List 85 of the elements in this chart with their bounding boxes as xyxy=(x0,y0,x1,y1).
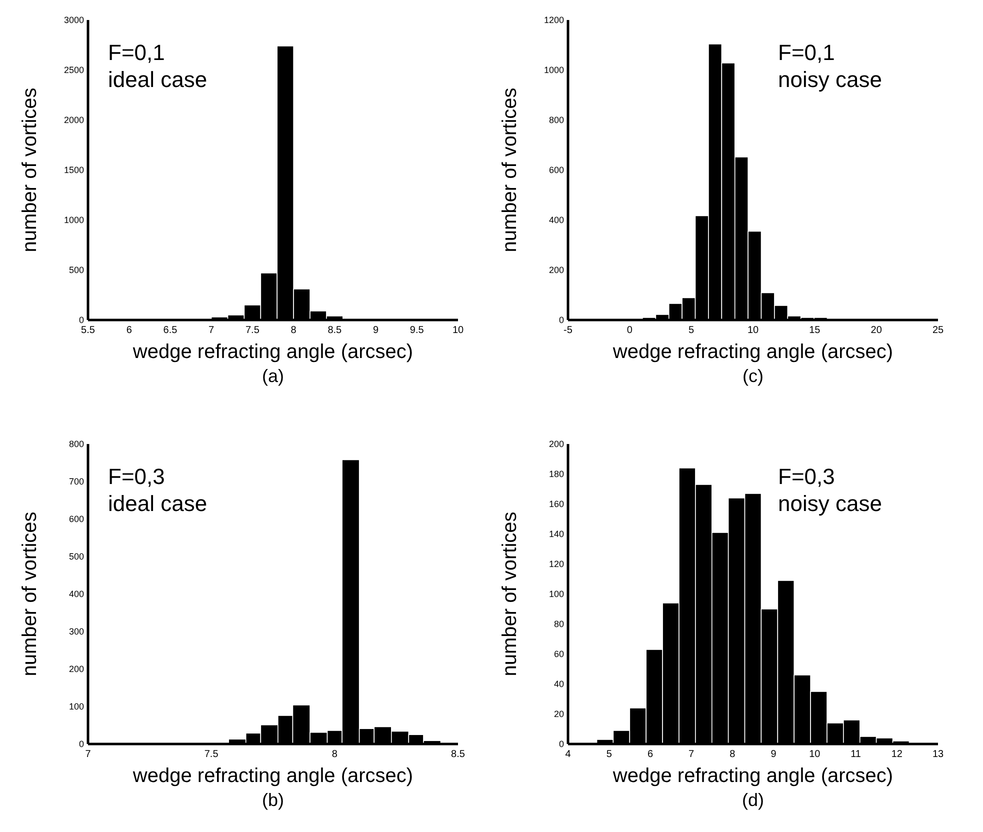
y-tick-label: 400 xyxy=(68,589,84,600)
annotation: F=0,1 xyxy=(778,40,835,65)
y-tick-label: 200 xyxy=(548,439,564,450)
y-tick-label: 2500 xyxy=(64,65,84,76)
y-tick-label: 0 xyxy=(558,315,564,326)
y-tick-label: 600 xyxy=(68,514,84,524)
x-tick-label: 10 xyxy=(809,749,821,760)
y-tick-label: 1200 xyxy=(544,15,564,26)
x-tick-label: 7 xyxy=(85,749,92,760)
x-tick-label: 20 xyxy=(870,325,882,336)
x-axis-title: wedge refracting angle (arcsec) xyxy=(612,765,894,787)
y-tick-label: 0 xyxy=(558,739,564,750)
x-tick-label: 10 xyxy=(452,325,464,336)
y-tick-label: 500 xyxy=(68,265,84,276)
x-tick-label: 13 xyxy=(932,749,944,760)
annotation: noisy case xyxy=(778,67,882,92)
x-tick-label: 6.5 xyxy=(163,325,178,336)
y-tick-label: 120 xyxy=(548,559,564,570)
x-tick-label: 8 xyxy=(290,325,297,336)
text: (a) xyxy=(262,366,284,386)
annotation: ideal case xyxy=(108,491,208,516)
x-tick-label: 9 xyxy=(372,325,379,336)
x-tick-label: 25 xyxy=(932,325,944,336)
x-axis-title: wedge refracting angle (arcsec) xyxy=(612,341,894,363)
x-tick-label: 11 xyxy=(850,749,862,760)
y-tick-label: 0 xyxy=(78,739,84,750)
y-tick-label: 40 xyxy=(554,679,564,690)
text: (b) xyxy=(262,790,284,810)
annotation: F=0,1 xyxy=(108,40,165,65)
text: (c) xyxy=(742,366,764,386)
x-tick-label: 5.5 xyxy=(81,325,96,336)
y-tick-label: 1000 xyxy=(64,215,84,226)
x-tick-label: 5 xyxy=(688,325,695,336)
y-tick-label: 500 xyxy=(68,552,84,562)
x-tick-label: 8.5 xyxy=(328,325,342,336)
x-tick-label: 7 xyxy=(208,325,215,336)
y-tick-label: 800 xyxy=(68,439,84,450)
y-tick-label: 180 xyxy=(548,469,564,480)
x-tick-label: 9 xyxy=(770,749,777,760)
y-axis-title: number of vortices xyxy=(499,88,521,252)
x-tick-label: 12 xyxy=(891,749,903,760)
x-axis-title: wedge refracting angle (arcsec) xyxy=(132,765,414,787)
x-tick-label: 7.5 xyxy=(245,325,260,336)
x-tick-label: 15 xyxy=(809,325,821,336)
x-tick-label: 7.5 xyxy=(204,749,219,760)
x-tick-label: 0 xyxy=(626,325,633,336)
y-tick-label: 80 xyxy=(554,619,564,630)
x-tick-label: 6 xyxy=(647,749,654,760)
x-tick-label: 8 xyxy=(730,749,736,760)
y-tick-label: 20 xyxy=(554,709,564,720)
y-axis-title: number of vortices xyxy=(19,88,41,252)
y-axis-title: number of vortices xyxy=(499,512,521,676)
x-tick-label: -5 xyxy=(564,325,573,336)
y-tick-label: 100 xyxy=(68,702,84,712)
x-tick-label: 10 xyxy=(747,325,759,336)
x-tick-label: 8.5 xyxy=(451,749,466,760)
y-tick-label: 200 xyxy=(68,664,84,674)
annotation: F=0,3 xyxy=(108,464,165,489)
annotation: F=0,3 xyxy=(778,464,835,489)
x-tick-label: 8 xyxy=(332,749,338,760)
y-tick-label: 400 xyxy=(548,215,564,226)
x-tick-label: 4 xyxy=(565,749,572,760)
y-tick-label: 200 xyxy=(548,265,564,276)
y-tick-label: 600 xyxy=(548,165,564,176)
y-tick-label: 60 xyxy=(554,649,564,660)
annotation: ideal case xyxy=(108,67,208,92)
x-tick-label: 7 xyxy=(688,749,695,760)
y-tick-label: 160 xyxy=(548,499,564,510)
y-tick-label: 1500 xyxy=(64,165,84,176)
annotation: noisy case xyxy=(778,491,882,516)
y-tick-label: 2000 xyxy=(64,115,84,126)
x-axis-title: wedge refracting angle (arcsec) xyxy=(132,341,414,363)
y-tick-label: 300 xyxy=(68,626,84,637)
y-tick-label: 100 xyxy=(548,589,564,600)
x-tick-label: 5 xyxy=(606,749,612,760)
y-tick-label: 1000 xyxy=(544,65,564,76)
x-tick-label: 9.5 xyxy=(410,325,424,336)
y-tick-label: 700 xyxy=(68,476,84,487)
y-axis-title: number of vortices xyxy=(19,512,41,676)
x-tick-label: 6 xyxy=(126,325,132,336)
text: (d) xyxy=(742,790,764,810)
y-tick-label: 140 xyxy=(548,529,564,540)
y-tick-label: 3000 xyxy=(64,15,84,26)
y-tick-label: 0 xyxy=(78,315,84,326)
y-tick-label: 800 xyxy=(548,115,564,126)
